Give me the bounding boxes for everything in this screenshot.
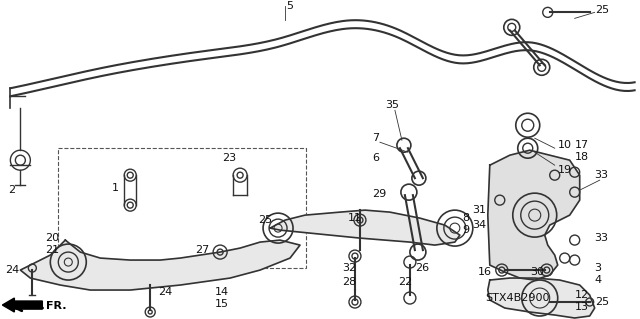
Text: FR.: FR. (46, 301, 67, 311)
Text: 10: 10 (557, 140, 572, 150)
Text: 31: 31 (472, 205, 486, 215)
Text: 29: 29 (372, 189, 386, 199)
Text: 35: 35 (385, 100, 399, 110)
Text: 32: 32 (342, 263, 356, 273)
Text: 1: 1 (112, 183, 119, 193)
Text: 18: 18 (575, 152, 589, 162)
Text: 20: 20 (45, 233, 60, 243)
Text: 33: 33 (595, 170, 609, 180)
Text: 7: 7 (372, 133, 379, 143)
Text: 24: 24 (5, 265, 20, 275)
Polygon shape (488, 150, 580, 280)
Text: 24: 24 (158, 287, 172, 297)
Text: 8: 8 (462, 213, 469, 223)
Text: 25: 25 (595, 5, 609, 15)
Text: 14: 14 (215, 287, 229, 297)
Text: 12: 12 (575, 290, 589, 300)
Text: 6: 6 (372, 153, 379, 163)
Text: 26: 26 (415, 263, 429, 273)
Text: 25: 25 (595, 297, 609, 307)
Text: STX4B2900: STX4B2900 (485, 293, 549, 303)
Text: 30: 30 (530, 267, 544, 277)
Text: 22: 22 (398, 277, 412, 287)
Text: 25: 25 (258, 215, 272, 225)
Text: 27: 27 (195, 245, 209, 255)
Text: 2: 2 (8, 185, 15, 195)
Text: 3: 3 (595, 263, 602, 273)
Text: 15: 15 (215, 299, 229, 309)
Text: 4: 4 (595, 275, 602, 285)
Text: 23: 23 (222, 153, 236, 163)
Polygon shape (488, 278, 595, 318)
Text: 11: 11 (348, 213, 362, 223)
Text: 19: 19 (557, 165, 572, 175)
Text: 17: 17 (575, 140, 589, 150)
FancyArrow shape (3, 298, 42, 312)
Polygon shape (270, 210, 460, 245)
Text: 16: 16 (478, 267, 492, 277)
Text: 5: 5 (287, 1, 294, 11)
Polygon shape (20, 240, 300, 290)
Text: 13: 13 (575, 302, 589, 312)
Bar (58, 148, 306, 268)
Text: 9: 9 (462, 225, 469, 235)
Text: 28: 28 (342, 277, 356, 287)
Text: 34: 34 (472, 220, 486, 230)
Text: 21: 21 (45, 245, 60, 255)
Text: 33: 33 (595, 233, 609, 243)
